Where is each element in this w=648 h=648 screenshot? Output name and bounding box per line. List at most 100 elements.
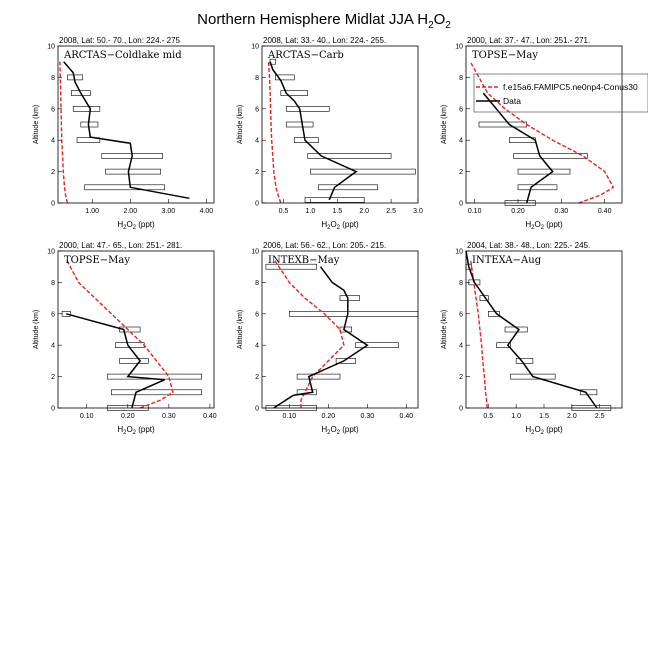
y-tick-label: 8 — [255, 75, 259, 82]
x-tick-label: 2.00 — [123, 208, 137, 215]
y-tick-label: 4 — [255, 343, 259, 350]
x-tick-label: 1.00 — [85, 208, 99, 215]
panel-title: INTEXB−May — [268, 255, 340, 266]
x-tick-label: 0.40 — [399, 413, 413, 420]
y-tick-label: 4 — [459, 138, 463, 145]
x-tick-label: 3.00 — [162, 208, 176, 215]
x-tick-label: 0.30 — [162, 413, 176, 420]
panel-header: 2000, Lat: 37.- 47., Lon: 251.- 271. — [467, 36, 590, 45]
y-axis-label: Altitude (km) — [441, 105, 448, 144]
y-tick-label: 0 — [255, 406, 259, 413]
x-tick-label: 1.5 — [539, 413, 549, 420]
model-line — [469, 61, 615, 204]
y-tick-label: 8 — [459, 280, 463, 287]
obs-range-box — [510, 373, 556, 380]
obs-range-box — [119, 326, 141, 333]
x-tick-label: 0.40 — [203, 413, 217, 420]
obs-range-box — [119, 358, 149, 364]
x-axis-label: H2O2 (ppt) — [117, 220, 155, 231]
obs-range-box — [335, 358, 356, 364]
x-tick-label: 0.30 — [360, 413, 374, 420]
x-tick-label: 0.40 — [598, 208, 612, 215]
panel-TOPSE-May-1: 2000, Lat: 37.- 47., Lon: 251.- 271. TOPS… — [441, 36, 623, 231]
obs-range-box — [265, 263, 317, 270]
plot-frame — [465, 45, 623, 204]
y-tick-label: 2 — [51, 169, 55, 176]
obs-range-box — [76, 137, 101, 143]
obs-range-box — [318, 184, 378, 191]
obs-range-box — [513, 153, 588, 159]
y-tick-label: 6 — [51, 106, 55, 113]
panel-header: 2004, Lat: 38.- 48., Lon: 225.- 245. — [467, 241, 590, 250]
obs-line — [269, 61, 358, 201]
y-tick-label: 4 — [51, 343, 55, 350]
y-tick-label: 10 — [455, 44, 463, 51]
obs-range-box — [111, 389, 202, 396]
obs-range-box — [478, 121, 527, 128]
x-tick-label: 2.5 — [386, 208, 396, 215]
obs-range-box — [280, 90, 309, 96]
model-line — [469, 258, 488, 409]
obs-range-box — [285, 106, 330, 112]
x-tick-label: 0.20 — [121, 413, 135, 420]
obs-range-box — [84, 184, 165, 191]
legend: f.e15a6.FAMIPC5.ne0np4-Conus30 Data — [473, 73, 648, 113]
legend-box — [473, 73, 648, 113]
x-tick-label: 2.0 — [567, 413, 577, 420]
obs-range-box — [288, 310, 419, 317]
x-tick-label: 1.5 — [332, 208, 342, 215]
y-tick-label: 6 — [459, 106, 463, 113]
y-tick-label: 2 — [255, 169, 259, 176]
x-tick-label: 1.0 — [511, 413, 521, 420]
y-tick-label: 2 — [255, 374, 259, 381]
legend-model-label: f.e15a6.FAMIPC5.ne0np4-Conus30 — [503, 82, 638, 92]
y-tick-label: 10 — [47, 249, 55, 256]
panel-ARCTAS-Carb: 2008, Lat: 33.- 40., Lon: 224.- 255. ARCT… — [237, 36, 423, 231]
y-tick-label: 4 — [51, 138, 55, 145]
panel-header: 2000, Lat: 47.- 65., Lon: 251.- 281. — [59, 241, 182, 250]
x-tick-label: 1.0 — [306, 208, 316, 215]
x-tick-label: 0.10 — [80, 413, 94, 420]
y-tick-label: 8 — [51, 280, 55, 287]
x-axis-label: H2O2 (ppt) — [321, 425, 359, 436]
obs-range-box — [517, 168, 571, 175]
y-tick-label: 10 — [47, 44, 55, 51]
y-axis-label: Altitude (km) — [33, 310, 40, 349]
obs-range-box — [496, 342, 511, 349]
obs-line — [63, 61, 190, 200]
obs-range-box — [307, 153, 392, 159]
panel-title: ARCTAS−Carb — [267, 50, 344, 61]
y-tick-label: 10 — [251, 249, 259, 256]
panel-title: INTEXA−Aug — [472, 255, 542, 266]
model-line — [267, 61, 282, 204]
obs-range-box — [285, 121, 314, 128]
obs-range-box — [304, 197, 365, 203]
y-tick-label: 6 — [255, 311, 259, 318]
x-axis-label: H2O2 (ppt) — [525, 220, 563, 231]
y-tick-label: 6 — [255, 106, 259, 113]
obs-range-box — [515, 358, 534, 364]
y-tick-label: 2 — [459, 169, 463, 176]
plot-frame — [57, 250, 215, 409]
y-tick-label: 6 — [459, 311, 463, 318]
obs-range-box — [293, 137, 319, 143]
obs-range-box — [296, 373, 341, 380]
obs-range-box — [487, 310, 500, 317]
y-tick-label: 2 — [459, 374, 463, 381]
obs-range-box — [269, 58, 276, 65]
panel-title: TOPSE−May — [64, 255, 130, 266]
x-tick-label: 4.00 — [200, 208, 214, 215]
x-axis-label: H2O2 (ppt) — [321, 220, 359, 231]
plot-frame — [57, 45, 215, 204]
panel-ARCTAS-Coldlake-mid: 2008, Lat: 50.- 70., Lon: 224.- 275 ARCTA… — [33, 36, 215, 231]
model-line — [65, 258, 174, 409]
x-tick-label: 0.30 — [555, 208, 569, 215]
obs-range-box — [72, 106, 101, 112]
panel-INTEXA-Aug: 2004, Lat: 38.- 48., Lon: 225.- 245. INTE… — [441, 241, 623, 436]
y-axis-label: Altitude (km) — [237, 105, 244, 144]
y-axis-label: Altitude (km) — [33, 105, 40, 144]
panel-INTEXB-May: 2006, Lat: 56.- 62., Lon: 205.- 215. INTE… — [237, 241, 419, 436]
y-axis-label: Altitude (km) — [237, 310, 244, 349]
y-tick-label: 6 — [51, 311, 55, 318]
